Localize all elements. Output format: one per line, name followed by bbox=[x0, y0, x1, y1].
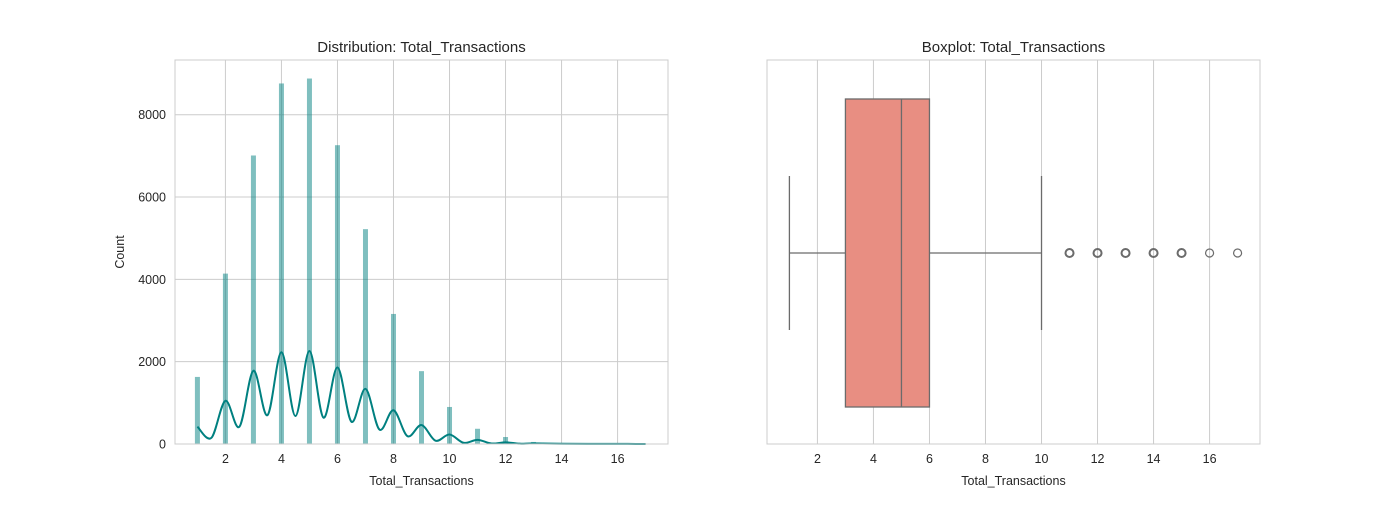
x-tick-label: 2 bbox=[222, 452, 229, 466]
y-tick-label: 2000 bbox=[138, 355, 166, 369]
histogram-bar bbox=[195, 377, 200, 444]
histogram-y-tick-labels: 0 2000 4000 6000 8000 bbox=[138, 108, 166, 451]
histogram-bar bbox=[335, 145, 340, 444]
x-tick-label: 14 bbox=[555, 452, 569, 466]
x-tick-label: 2 bbox=[814, 452, 821, 466]
x-tick-label: 6 bbox=[926, 452, 933, 466]
interquartile-box bbox=[845, 99, 929, 407]
x-tick-label: 6 bbox=[334, 452, 341, 466]
x-tick-label: 14 bbox=[1147, 452, 1161, 466]
boxplot-x-axis-label: Total_Transactions bbox=[961, 474, 1065, 488]
x-tick-label: 12 bbox=[1091, 452, 1105, 466]
histogram-bar bbox=[419, 371, 424, 444]
histogram-bar bbox=[251, 155, 256, 444]
x-tick-label: 4 bbox=[870, 452, 877, 466]
x-tick-label: 16 bbox=[611, 452, 625, 466]
y-tick-label: 6000 bbox=[138, 191, 166, 205]
boxplot-x-tick-labels: 2 4 6 8 10 12 14 16 bbox=[814, 452, 1217, 466]
histogram-bar bbox=[475, 429, 480, 444]
histogram-bar bbox=[363, 229, 368, 444]
histogram-title: Distribution: Total_Transactions bbox=[317, 39, 525, 56]
histogram-chart: 2 4 6 8 10 12 14 16 0 2000 4000 6000 8000 Distribut… bbox=[113, 39, 668, 488]
boxplot-chart: 2 4 6 8 10 12 14 16 Boxplot: Total_Transactions… bbox=[767, 39, 1260, 488]
x-tick-label: 12 bbox=[499, 452, 513, 466]
x-tick-label: 10 bbox=[443, 452, 457, 466]
histogram-bar bbox=[223, 274, 228, 444]
histogram-bar bbox=[447, 407, 452, 444]
x-tick-label: 4 bbox=[278, 452, 285, 466]
x-tick-label: 16 bbox=[1203, 452, 1217, 466]
y-tick-label: 4000 bbox=[138, 273, 166, 287]
histogram-bar bbox=[307, 79, 312, 444]
histogram-x-tick-labels: 2 4 6 8 10 12 14 16 bbox=[222, 452, 625, 466]
x-tick-label: 10 bbox=[1035, 452, 1049, 466]
x-tick-label: 8 bbox=[982, 452, 989, 466]
y-tick-label: 8000 bbox=[138, 108, 166, 122]
histogram-bar bbox=[279, 83, 284, 444]
histogram-y-axis-label: Count bbox=[113, 235, 127, 269]
boxplot-title: Boxplot: Total_Transactions bbox=[922, 39, 1105, 56]
y-tick-label: 0 bbox=[159, 438, 166, 452]
x-tick-label: 8 bbox=[390, 452, 397, 466]
histogram-bar bbox=[391, 314, 396, 444]
histogram-x-axis-label: Total_Transactions bbox=[369, 474, 473, 488]
